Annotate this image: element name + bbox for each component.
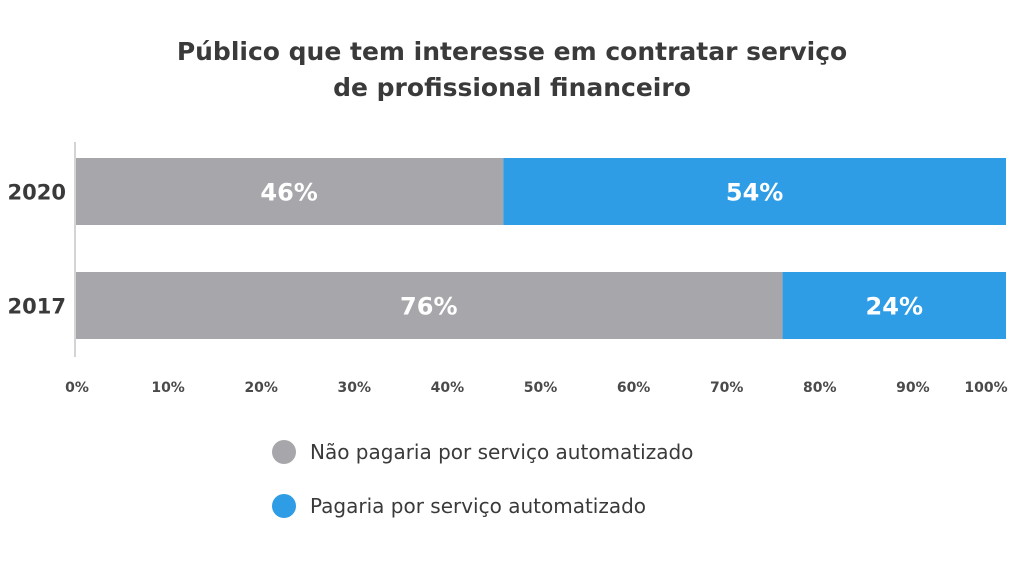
data-label-2017-series-1: 76% [400, 293, 457, 321]
legend-swatch-nao-pagaria [272, 440, 296, 464]
x-tick-label-0: 0% [65, 380, 89, 396]
legend-item-nao-pagaria: Não pagaria por serviço automatizado [272, 437, 693, 467]
x-tick-label-20: 20% [244, 380, 278, 396]
chart-title-line-1: Público que tem interesse em contratar s… [176, 37, 848, 66]
legend-swatch-pagaria [272, 494, 296, 518]
data-label-2017-series-2: 24% [866, 293, 923, 321]
x-tick-label-80: 80% [803, 380, 837, 396]
legend-label-pagaria: Pagaria por serviço automatizado [310, 494, 647, 518]
data-label-2020-series-1: 46% [260, 179, 317, 207]
x-tick-label-50: 50% [524, 380, 558, 396]
y-tick-label-2017: 2017 [8, 295, 66, 319]
chart-title: Público que tem interesse em contratar s… [0, 34, 1024, 106]
bar-segment-2020-series-2 [503, 158, 1006, 225]
chart-title-line-2: de profissional financeiro [333, 73, 691, 102]
legend-item-pagaria: Pagaria por serviço automatizado [272, 491, 693, 521]
legend-label-nao-pagaria: Não pagaria por serviço automatizado [310, 440, 694, 464]
x-tick-label-40: 40% [431, 380, 465, 396]
y-tick-label-2020: 2020 [8, 181, 66, 205]
bar-segment-2020-series-1 [75, 158, 504, 225]
data-label-2020-series-2: 54% [726, 179, 783, 207]
bar-segment-2017-series-1 [75, 272, 783, 339]
x-tick-label-30: 30% [338, 380, 372, 396]
x-tick-label-10: 10% [151, 380, 185, 396]
bar-segment-2017-series-2 [782, 272, 1006, 339]
legend: Não pagaria por serviço automatizado Pag… [272, 437, 693, 545]
x-tick-label-60: 60% [617, 380, 651, 396]
x-tick-label-70: 70% [710, 380, 744, 396]
x-tick-label-100: 100% [964, 380, 1007, 396]
x-tick-label-90: 90% [896, 380, 930, 396]
